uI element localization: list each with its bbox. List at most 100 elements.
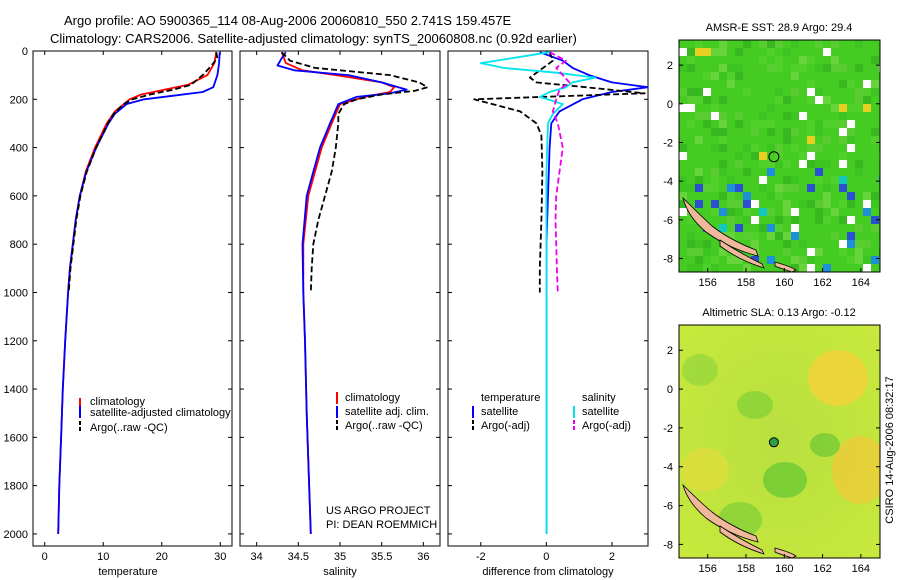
salinity-legend: climatology satellite adj. clim. Argo(..… [336, 392, 429, 432]
sst-cell [791, 256, 799, 264]
sst-cell [815, 216, 823, 224]
sst-cell [743, 232, 751, 240]
sst-cell [687, 240, 695, 248]
sst-cell [783, 176, 791, 184]
x-tick-label: 34.5 [288, 551, 309, 563]
sst-cell [687, 184, 695, 192]
sst-map-island [682, 196, 759, 257]
sst-cell [815, 160, 823, 168]
x-tick-label: 0 [42, 551, 48, 563]
sst-cell [783, 160, 791, 168]
sst-cell [775, 144, 783, 152]
sla-map-ticks: 156 158 160 162 164 2 0 -2 -4 -6 -8 [663, 345, 880, 575]
sst-cell [855, 248, 863, 256]
sst-cell [799, 264, 807, 272]
sst-cell [695, 256, 703, 264]
sst-map-argo-marker [768, 151, 780, 163]
sst-cell [775, 56, 783, 64]
sst-cell [703, 96, 711, 104]
sst-cell [863, 80, 871, 88]
sst-cell [743, 168, 751, 176]
map-x-tick-label: 164 [852, 563, 870, 575]
sst-cell [711, 48, 719, 56]
series-line-satellite-adj-clim [276, 51, 408, 534]
sst-cell [791, 88, 799, 96]
sst-cell [783, 208, 791, 216]
sst-cell [767, 40, 775, 48]
sst-cell [679, 152, 687, 160]
sst-cell [759, 176, 767, 184]
y-tick-label: 1200 [4, 336, 28, 348]
sst-cell [711, 208, 719, 216]
legend-label-temp-argo: Argo(-adj) [481, 420, 530, 432]
salinity-series [276, 51, 429, 534]
sst-cell [743, 264, 751, 272]
sst-cell [695, 88, 703, 96]
sst-cell [687, 48, 695, 56]
series-line-temperature-satellite [539, 51, 648, 534]
sst-cell [719, 144, 727, 152]
x-tick-label: 36 [417, 551, 429, 563]
sst-cell [703, 184, 711, 192]
sst-cell [679, 104, 687, 112]
sst-cell [751, 232, 759, 240]
sst-cell [759, 40, 767, 48]
sst-cell [775, 88, 783, 96]
sst-cell [703, 240, 711, 248]
sst-cell [831, 208, 839, 216]
sst-cell [719, 48, 727, 56]
sst-cell [807, 152, 815, 160]
x-tick-label: 34 [251, 551, 263, 563]
sst-cell [823, 120, 831, 128]
sst-cell [687, 104, 695, 112]
temperature-series [57, 52, 221, 534]
sst-cell [799, 64, 807, 72]
sst-cell [855, 224, 863, 232]
difference-legend: temperature satellite Argo(-adj) salinit… [472, 392, 631, 432]
sst-cell [791, 232, 799, 240]
series-line-argo-raw-qc [67, 52, 219, 293]
sst-cell [711, 176, 719, 184]
sst-cell [735, 208, 743, 216]
sst-cell [783, 240, 791, 248]
project-label: US ARGO PROJECT [326, 505, 431, 517]
sst-cell [783, 128, 791, 136]
sst-cell [855, 88, 863, 96]
sst-cell [695, 168, 703, 176]
sst-cell [871, 192, 879, 200]
sst-cell [719, 64, 727, 72]
sst-cell [807, 128, 815, 136]
sst-cell [799, 152, 807, 160]
sst-cell [711, 112, 719, 120]
sla-map-island [774, 547, 797, 558]
sst-cell [759, 184, 767, 192]
sst-cell [863, 256, 871, 264]
sst-cell [839, 184, 847, 192]
sst-cell [855, 160, 863, 168]
sst-cell [695, 248, 703, 256]
sst-cell [679, 200, 687, 208]
legend-label-argo: Argo(..raw -QC) [90, 422, 168, 434]
sst-cell [823, 136, 831, 144]
temperature-panel: 0 10 20 30 0 200 400 600 800 1000 1200 1400 1600 1800… [4, 46, 233, 578]
sst-cell [871, 56, 879, 64]
sst-cell [799, 160, 807, 168]
sst-cell [703, 120, 711, 128]
y-tick-label: 1800 [4, 481, 28, 493]
sst-cell [679, 176, 687, 184]
sst-cell [783, 248, 791, 256]
sst-cell [783, 136, 791, 144]
sst-cell [799, 112, 807, 120]
sst-cell [735, 224, 743, 232]
sst-cell [711, 200, 719, 208]
sst-cell [735, 256, 743, 264]
sst-cell [831, 120, 839, 128]
sst-cell [679, 208, 687, 216]
y-tick-label: 1000 [4, 287, 28, 299]
sst-cell [863, 192, 871, 200]
map-x-tick-label: 162 [813, 563, 831, 575]
sst-cell [687, 216, 695, 224]
sst-cell [791, 264, 799, 272]
salinity-ticks: 34 34.5 35 35.5 36 [240, 50, 440, 563]
